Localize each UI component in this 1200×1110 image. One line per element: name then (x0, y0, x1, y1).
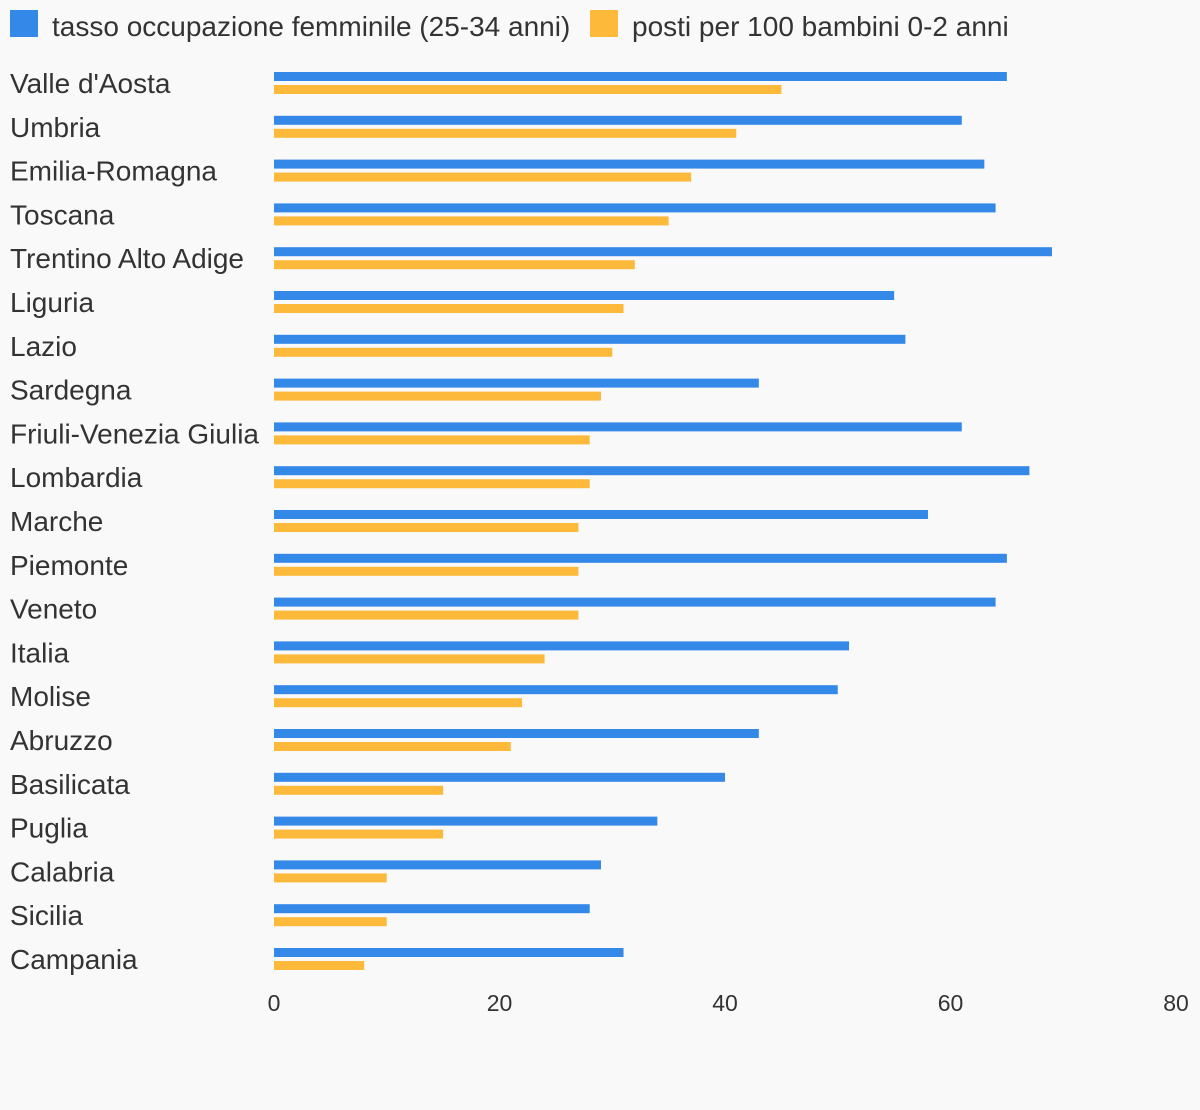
bar-occupazione (274, 860, 601, 870)
bar-posti (274, 435, 590, 445)
category-label: Emilia-Romagna (10, 156, 217, 187)
bar-occupazione (274, 334, 906, 344)
category-label: Toscana (10, 199, 115, 230)
bar-posti (274, 85, 782, 94)
bar-posti (274, 917, 387, 927)
category-label: Sardegna (10, 375, 132, 406)
bar-occupazione (274, 203, 996, 213)
category-label: Umbria (10, 112, 101, 143)
category-label: Calabria (10, 856, 115, 887)
bar-posti (274, 479, 590, 489)
category-label: Lombardia (10, 462, 143, 493)
x-tick-label: 80 (1163, 990, 1189, 1016)
bars (274, 72, 1052, 970)
bar-occupazione (274, 115, 962, 125)
bar-posti (274, 172, 692, 182)
category-label: Molise (10, 681, 91, 712)
category-label: Piemonte (10, 550, 128, 581)
category-label: Abruzzo (10, 725, 113, 756)
category-labels: Valle d'Aosta Umbria Emilia-Romagna Toscana… (10, 68, 259, 975)
bar-occupazione (274, 641, 850, 651)
bar-posti (274, 216, 669, 226)
category-label: Puglia (10, 813, 88, 844)
bar-occupazione (274, 466, 1030, 476)
bar-occupazione (274, 816, 658, 826)
bar-posti (274, 785, 444, 795)
bar-posti (274, 873, 387, 883)
bar-posti (274, 610, 579, 620)
category-label: Italia (10, 637, 70, 668)
category-label: Basilicata (10, 769, 130, 800)
bar-posti (274, 391, 601, 401)
bar-posti (274, 304, 624, 313)
bar-posti (274, 347, 613, 357)
bar-occupazione (274, 72, 1007, 81)
category-label: Sicilia (10, 900, 84, 931)
category-label: Campania (10, 944, 138, 975)
bar-posti (274, 566, 579, 576)
x-tick-label: 20 (487, 990, 513, 1016)
bar-occupazione (274, 685, 838, 695)
x-axis: 0 20 40 60 80 (268, 990, 1189, 1016)
legend-swatch-1 (10, 10, 38, 37)
bar-posti (274, 829, 444, 839)
bar-occupazione (274, 772, 725, 782)
x-tick-label: 0 (268, 990, 281, 1016)
category-label: Liguria (10, 287, 94, 318)
bar-posti (274, 742, 511, 751)
bar-occupazione (274, 904, 590, 914)
bar-occupazione (274, 159, 985, 169)
bar-posti (274, 698, 523, 708)
bar-posti (274, 260, 635, 270)
bar-occupazione (274, 247, 1052, 257)
bar-occupazione (274, 597, 996, 607)
category-label: Valle d'Aosta (10, 68, 171, 99)
bar-posti (274, 654, 545, 664)
legend-swatch-2 (590, 10, 618, 37)
x-tick-label: 40 (712, 990, 738, 1016)
bar-posti (274, 523, 579, 532)
category-label: Veneto (10, 594, 97, 625)
category-label: Lazio (10, 331, 77, 362)
category-label: Marche (10, 506, 103, 537)
bar-occupazione (274, 422, 962, 432)
bar-posti (274, 128, 737, 138)
bar-occupazione (274, 291, 895, 300)
bar-occupazione (274, 553, 1007, 563)
x-tick-label: 60 (938, 990, 964, 1016)
legend-label-2: posti per 100 bambini 0-2 anni (632, 11, 1009, 42)
legend: tasso occupazione femminile (25-34 anni)… (10, 10, 1009, 42)
bar-posti (274, 961, 365, 970)
bar-occupazione (274, 729, 759, 738)
bar-occupazione (274, 378, 759, 388)
bar-occupazione (274, 948, 624, 957)
bar-occupazione (274, 510, 928, 519)
category-label: Trentino Alto Adige (10, 243, 244, 274)
legend-label-1: tasso occupazione femminile (25-34 anni) (52, 11, 570, 42)
category-label: Friuli-Venezia Giulia (10, 418, 259, 449)
